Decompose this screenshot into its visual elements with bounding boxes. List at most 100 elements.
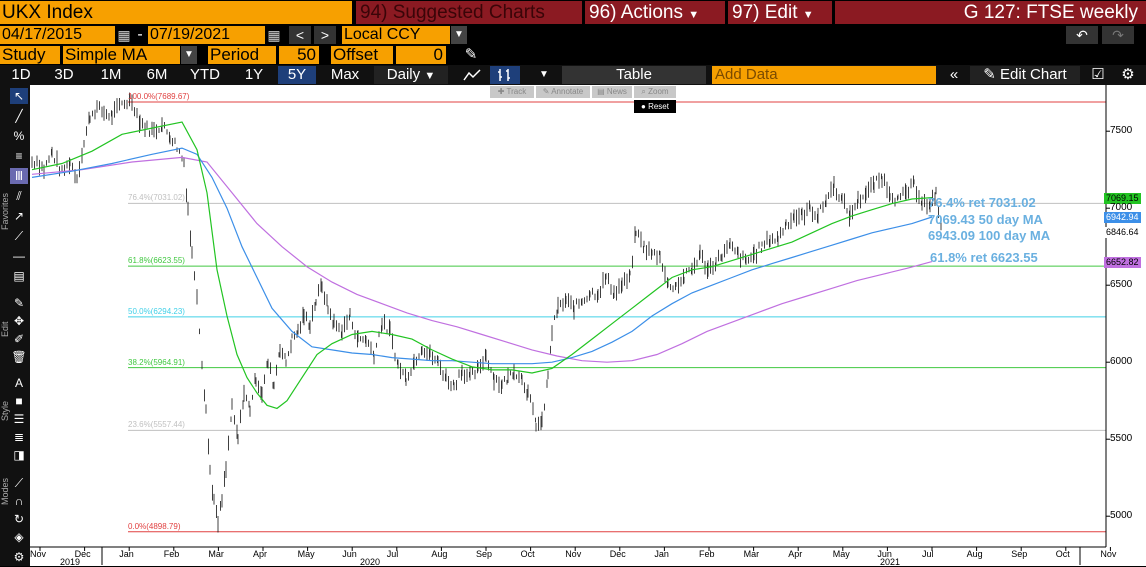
chevron-down-icon: ▼ <box>802 9 814 21</box>
x-tick-label: Apr <box>253 549 268 559</box>
tab-3d[interactable]: 3D <box>54 66 74 83</box>
end-date-input[interactable]: 07/19/2021 <box>148 26 265 44</box>
draw-mode-icon[interactable]: ⟋ <box>14 476 24 490</box>
x-tick-label: Dec <box>609 549 626 559</box>
chevron-down-icon[interactable]: ▼ <box>451 26 467 44</box>
edit-chart-button[interactable]: ✎ Edit Chart <box>970 66 1080 84</box>
format-icon[interactable]: ◨ <box>13 448 25 462</box>
move-icon[interactable]: ✥ <box>13 314 25 328</box>
horizontal-line-icon[interactable]: — <box>13 249 25 263</box>
study-label: Study <box>0 46 60 64</box>
axes <box>30 85 1111 565</box>
currency-select[interactable]: Local CCY <box>342 26 450 44</box>
edit-chart-label: Edit Chart <box>1000 66 1067 83</box>
x-tick-label: Apr <box>788 549 803 559</box>
cursor-icon[interactable]: ↖ <box>10 88 28 104</box>
x-tick-label: Jun <box>342 549 357 559</box>
actions-label: 96) Actions <box>589 2 683 23</box>
line-style-icon[interactable]: ≣ <box>13 430 25 444</box>
annotate-tool[interactable]: ✎ Annotate <box>536 86 590 98</box>
x-tick-label: May <box>832 549 850 559</box>
line-chart-icon[interactable] <box>458 66 486 84</box>
news-tool[interactable]: ▤ News <box>592 86 632 98</box>
gear-icon[interactable]: ⚙ <box>13 550 25 564</box>
x-tick-label: Dec <box>74 549 91 559</box>
year-label: 2021 <box>880 557 901 567</box>
table-button[interactable]: Table <box>562 66 706 84</box>
tab-5y[interactable]: 5Y <box>278 66 316 84</box>
frequency-select[interactable]: Daily ▼ <box>374 66 448 84</box>
previous-arrow-icon[interactable]: < <box>289 26 311 44</box>
year-label: 2019 <box>60 557 81 567</box>
chevron-down-icon[interactable]: ▼ <box>539 69 549 80</box>
news-label: News <box>606 87 627 96</box>
x-tick-label: Feb <box>699 549 715 559</box>
percent-tool-icon[interactable]: % <box>13 129 25 143</box>
tab-1m[interactable]: 1M <box>100 66 122 83</box>
tab-1d[interactable]: 1D <box>11 66 31 83</box>
x-tick-label: Aug <box>431 549 448 559</box>
text-style-icon[interactable]: A <box>14 376 23 390</box>
ticker-field[interactable]: UKX Index <box>0 1 352 24</box>
refresh-mode-icon[interactable]: ↻ <box>13 512 25 526</box>
fill-color-icon[interactable]: ■ <box>15 394 23 408</box>
tab-max[interactable]: Max <box>330 66 360 83</box>
sidebar-label-modes: Modes <box>0 477 10 505</box>
fib-label: 50.0%(6294.23) <box>128 306 185 316</box>
pencil-icon[interactable]: ✐ <box>13 332 25 346</box>
x-tick-label: Jan <box>119 549 134 559</box>
ray-tool-icon[interactable]: ↗ <box>13 209 25 223</box>
undo-icon[interactable]: ↶ <box>1066 26 1098 44</box>
fib-retracement-icon[interactable]: Ⅲ <box>10 168 28 184</box>
price-chart[interactable] <box>30 85 1146 566</box>
track-tool[interactable]: ✚ Track <box>490 86 534 98</box>
pattern-tool-icon[interactable]: ▤ <box>13 269 25 283</box>
y-tick-label: 5000 <box>1110 510 1133 522</box>
channel-tool-icon[interactable]: ⫽ <box>16 189 22 203</box>
edit-label: 97) Edit <box>732 2 798 23</box>
price-label: 6652.82 <box>1104 256 1141 268</box>
calendar-icon[interactable]: ▦ <box>117 27 131 43</box>
period-input[interactable]: 50 <box>279 46 319 64</box>
next-arrow-icon[interactable]: > <box>314 26 336 44</box>
tab-ytd[interactable]: YTD <box>190 66 220 83</box>
gear-icon[interactable]: ⚙ <box>1121 66 1135 83</box>
line-weight-icon[interactable]: ☰ <box>13 412 25 426</box>
tab-6m[interactable]: 6M <box>146 66 168 83</box>
suggested-charts-menu[interactable]: 94) Suggested Charts <box>356 1 582 24</box>
chart-area[interactable]: ✚ Track ✎ Annotate ▤ News ⌕ Zoom ● Reset… <box>30 85 1146 567</box>
annotate-label: Annotate <box>551 87 584 96</box>
pencil-icon[interactable]: ✎ <box>464 46 478 63</box>
magnet-icon[interactable]: ∩ <box>14 494 24 508</box>
tab-1y[interactable]: 1Y <box>244 66 264 83</box>
trash-icon[interactable]: 🗑 <box>11 350 27 364</box>
calendar-icon[interactable]: ▦ <box>267 27 281 43</box>
chevron-down-icon[interactable]: ▼ <box>181 46 197 64</box>
ma50-line <box>31 121 933 410</box>
reset-button[interactable]: ● Reset <box>634 100 676 113</box>
edit-box-icon[interactable]: ☑ <box>1091 66 1105 83</box>
add-data-input[interactable]: Add Data <box>712 66 936 84</box>
ma100-line <box>31 147 933 365</box>
chevron-down-icon: ▼ <box>688 9 700 21</box>
y-tick-label: 7000 <box>1110 202 1133 214</box>
collapse-icon[interactable]: « <box>949 66 959 83</box>
reset-icon: ● <box>641 102 646 111</box>
bar-chart-icon[interactable] <box>490 66 520 84</box>
trend-tool-icon[interactable]: ⟋ <box>14 229 24 243</box>
sidebar-label-edit: Edit <box>0 321 10 337</box>
edit-menu[interactable]: 97) Edit ▼ <box>728 1 832 24</box>
pen-icon[interactable]: ✎ <box>13 296 25 310</box>
zoom-tool[interactable]: ⌕ Zoom <box>634 86 676 98</box>
actions-menu[interactable]: 96) Actions ▼ <box>585 1 725 24</box>
x-tick-label: Nov <box>565 549 582 559</box>
x-tick-label: Nov <box>1100 549 1117 559</box>
layers-icon[interactable]: ◈ <box>14 530 24 544</box>
redo-icon[interactable]: ↷ <box>1102 26 1134 44</box>
start-date-input[interactable]: 04/17/2015 <box>0 26 115 44</box>
x-tick-label: Jul <box>386 549 399 559</box>
line-tool-icon[interactable]: ╱ <box>15 109 23 123</box>
study-select[interactable]: Simple MA <box>63 46 180 64</box>
offset-input[interactable]: 0 <box>396 46 446 64</box>
fib-tool-icon[interactable]: ≡ <box>15 149 23 163</box>
